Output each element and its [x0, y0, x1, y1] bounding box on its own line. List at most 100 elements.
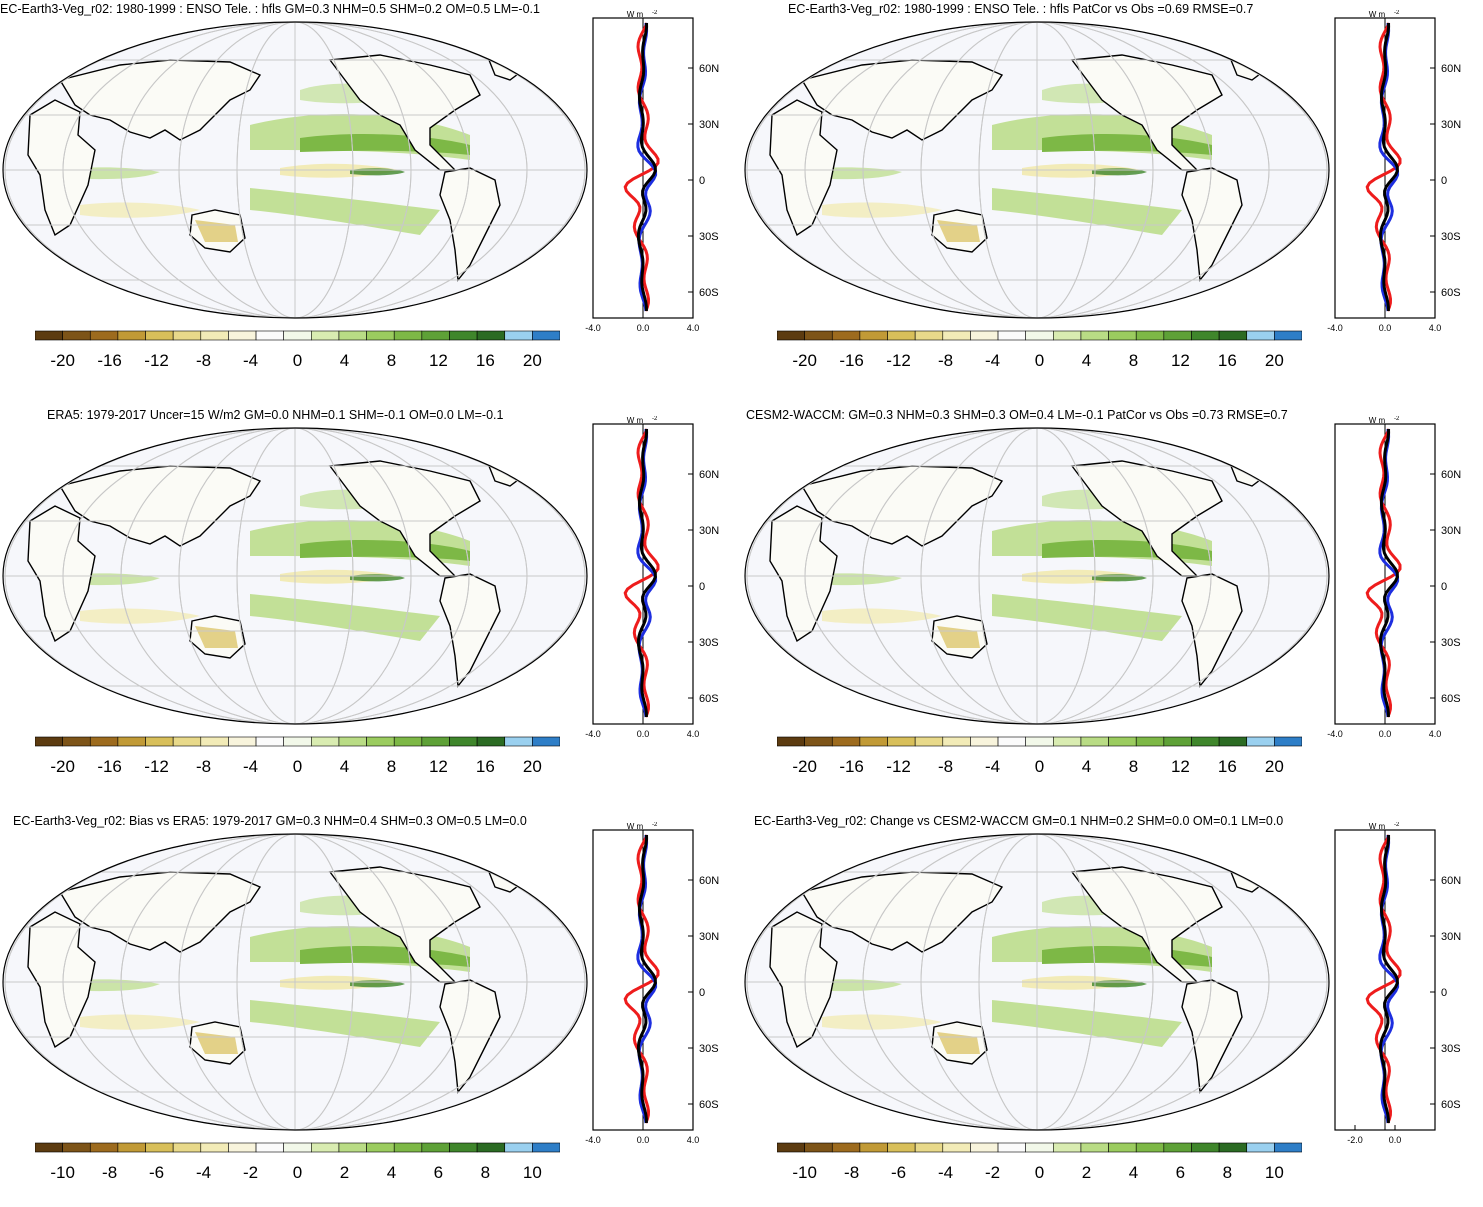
colorbar-swatch [1274, 330, 1302, 341]
colorbar-swatch [393, 1142, 423, 1153]
latitude-label: 60S [699, 287, 719, 299]
colorbar-tick-label: -6 [891, 1163, 906, 1182]
longitude-gridline [862, 428, 1212, 724]
colorbar-swatch [831, 330, 861, 341]
latitude-label: 0 [1441, 175, 1447, 187]
longitude-gridline [862, 834, 1212, 1130]
colorbar-swatch [338, 1142, 367, 1153]
continent-outline [328, 54, 481, 171]
colorbar-swatch [62, 1142, 91, 1153]
colorbar-swatch [942, 736, 971, 747]
longitude-gridline [4, 22, 586, 318]
colorbar-tick-label: -4 [985, 757, 1000, 776]
latitude-label: 30S [1441, 1043, 1461, 1055]
colorbar-tick-label: 12 [1171, 351, 1190, 370]
longitude-gridline [120, 22, 470, 318]
longitude-gridline [62, 834, 528, 1130]
profile-unit-label: W m [1369, 822, 1386, 831]
colorbar-tick-label: -20 [792, 351, 817, 370]
zonal-mean-profile: W m -2 60N 30N 0 30S 60S -2.0 0.0 [1334, 822, 1461, 1145]
profile-x-label: 0.0 [1379, 729, 1392, 739]
colorbar-tick-label: 16 [476, 351, 495, 370]
colorbar-swatch [172, 1142, 202, 1153]
continent-outline [328, 866, 481, 983]
colorbar: -20 -16 -12 -8 -4 0 4 8 12 16 20 [777, 736, 1302, 776]
colorbar-tick-label: 8 [1129, 757, 1138, 776]
longitude-gridline [236, 22, 354, 318]
colorbar-swatch [859, 1142, 888, 1153]
profile-x-label: 4.0 [687, 729, 700, 739]
colorbar-swatch [449, 330, 478, 341]
map-border [2, 833, 588, 1131]
colorbar: -10 -8 -6 -4 -2 0 2 4 6 8 10 [777, 1142, 1302, 1182]
colorbar-swatch [393, 330, 423, 341]
colorbar-swatch [942, 330, 971, 341]
colorbar-swatch [228, 1142, 257, 1153]
colorbar-swatch [1274, 736, 1302, 747]
profile-unit-exponent: -2 [652, 10, 658, 16]
latitude-label: 60S [1441, 1099, 1461, 1111]
panel-2: EC-Earth3-Veg_r02: 1980-1999 : ENSO Tele… [742, 0, 1483, 395]
colorbar-tick-label: 0 [293, 757, 302, 776]
colorbar-swatch [476, 1142, 506, 1153]
world-map [2, 833, 588, 1131]
colorbar-tick-label: -16 [97, 757, 122, 776]
colorbar-swatch [887, 736, 916, 747]
colorbar-tick-label: 0 [1035, 1163, 1044, 1182]
colorbar-swatch [228, 330, 257, 341]
colorbar: -20 -16 -12 -8 -4 0 4 8 12 16 20 [35, 330, 560, 370]
colorbar-tick-label: 20 [1265, 351, 1284, 370]
colorbar-swatch [1080, 1142, 1109, 1153]
colorbar-swatch [35, 1142, 63, 1153]
colorbar-swatch [1025, 736, 1054, 747]
colorbar-swatch [421, 1142, 450, 1153]
longitude-gridline [746, 22, 1328, 318]
colorbar-tick-label: 20 [523, 757, 542, 776]
panel-title: EC-Earth3-Veg_r02: 1980-1999 : ENSO Tele… [0, 2, 540, 16]
colorbar-tick-label: 6 [434, 1163, 443, 1182]
latitude-label: 0 [699, 581, 705, 593]
longitude-gridline [978, 428, 1096, 724]
colorbar-tick-label: 0 [293, 1163, 302, 1182]
colorbar-tick-label: 20 [523, 351, 542, 370]
colorbar-tick-label: 4 [387, 1163, 396, 1182]
colorbar-swatch [311, 736, 340, 747]
colorbar-swatch [1246, 330, 1275, 341]
colorbar-swatch [804, 1142, 833, 1153]
longitude-gridline [978, 834, 1096, 1130]
longitude-gridline [120, 428, 470, 724]
profile-x-label: -4.0 [1327, 323, 1343, 333]
profile-curve-black [636, 22, 657, 311]
longitude-gridline [178, 834, 412, 1130]
map-layer [3, 428, 587, 724]
panel-4: CESM2-WACCM: GM=0.3 NHM=0.3 SHM=0.3 OM=0… [742, 406, 1483, 801]
latitude-label: 60S [699, 1099, 719, 1111]
longitude-gridline [804, 834, 1270, 1130]
panel-title: EC-Earth3-Veg_r02: 1980-1999 : ENSO Tele… [788, 2, 1254, 16]
profile-x-label: 0.0 [1389, 1135, 1402, 1145]
continent-outline [1181, 167, 1243, 282]
longitude-gridline [920, 834, 1154, 1130]
colorbar-swatch [997, 1142, 1026, 1153]
continent-outline [1070, 460, 1223, 577]
longitude-gridline [746, 834, 1328, 1130]
profile-unit-exponent: -2 [652, 416, 658, 422]
colorbar-swatch [914, 330, 944, 341]
profile-x-label: -4.0 [585, 729, 601, 739]
colorbar-swatch [200, 736, 229, 747]
colorbar-swatch [1025, 1142, 1054, 1153]
colorbar-swatch [887, 1142, 916, 1153]
zonal-mean-profile: W m -2 60N 30N 0 30S 60S -4.0 0.0 4.0 [1327, 416, 1461, 739]
world-map [2, 427, 588, 725]
panel-3: ERA5: 1979-2017 Uncer=15 W/m2 GM=0.0 NHM… [0, 406, 741, 801]
latitude-label: 30N [1441, 525, 1461, 537]
profile-unit-label: W m [1369, 416, 1386, 425]
colorbar-swatch [914, 1142, 944, 1153]
colorbar-tick-label: -2 [243, 1163, 258, 1182]
colorbar-tick-label: 8 [1223, 1163, 1232, 1182]
colorbar-swatch [117, 330, 146, 341]
colorbar-tick-label: 0 [1035, 757, 1044, 776]
continent-outline [27, 505, 96, 643]
world-map [744, 21, 1330, 319]
colorbar-tick-label: 4 [1082, 757, 1091, 776]
